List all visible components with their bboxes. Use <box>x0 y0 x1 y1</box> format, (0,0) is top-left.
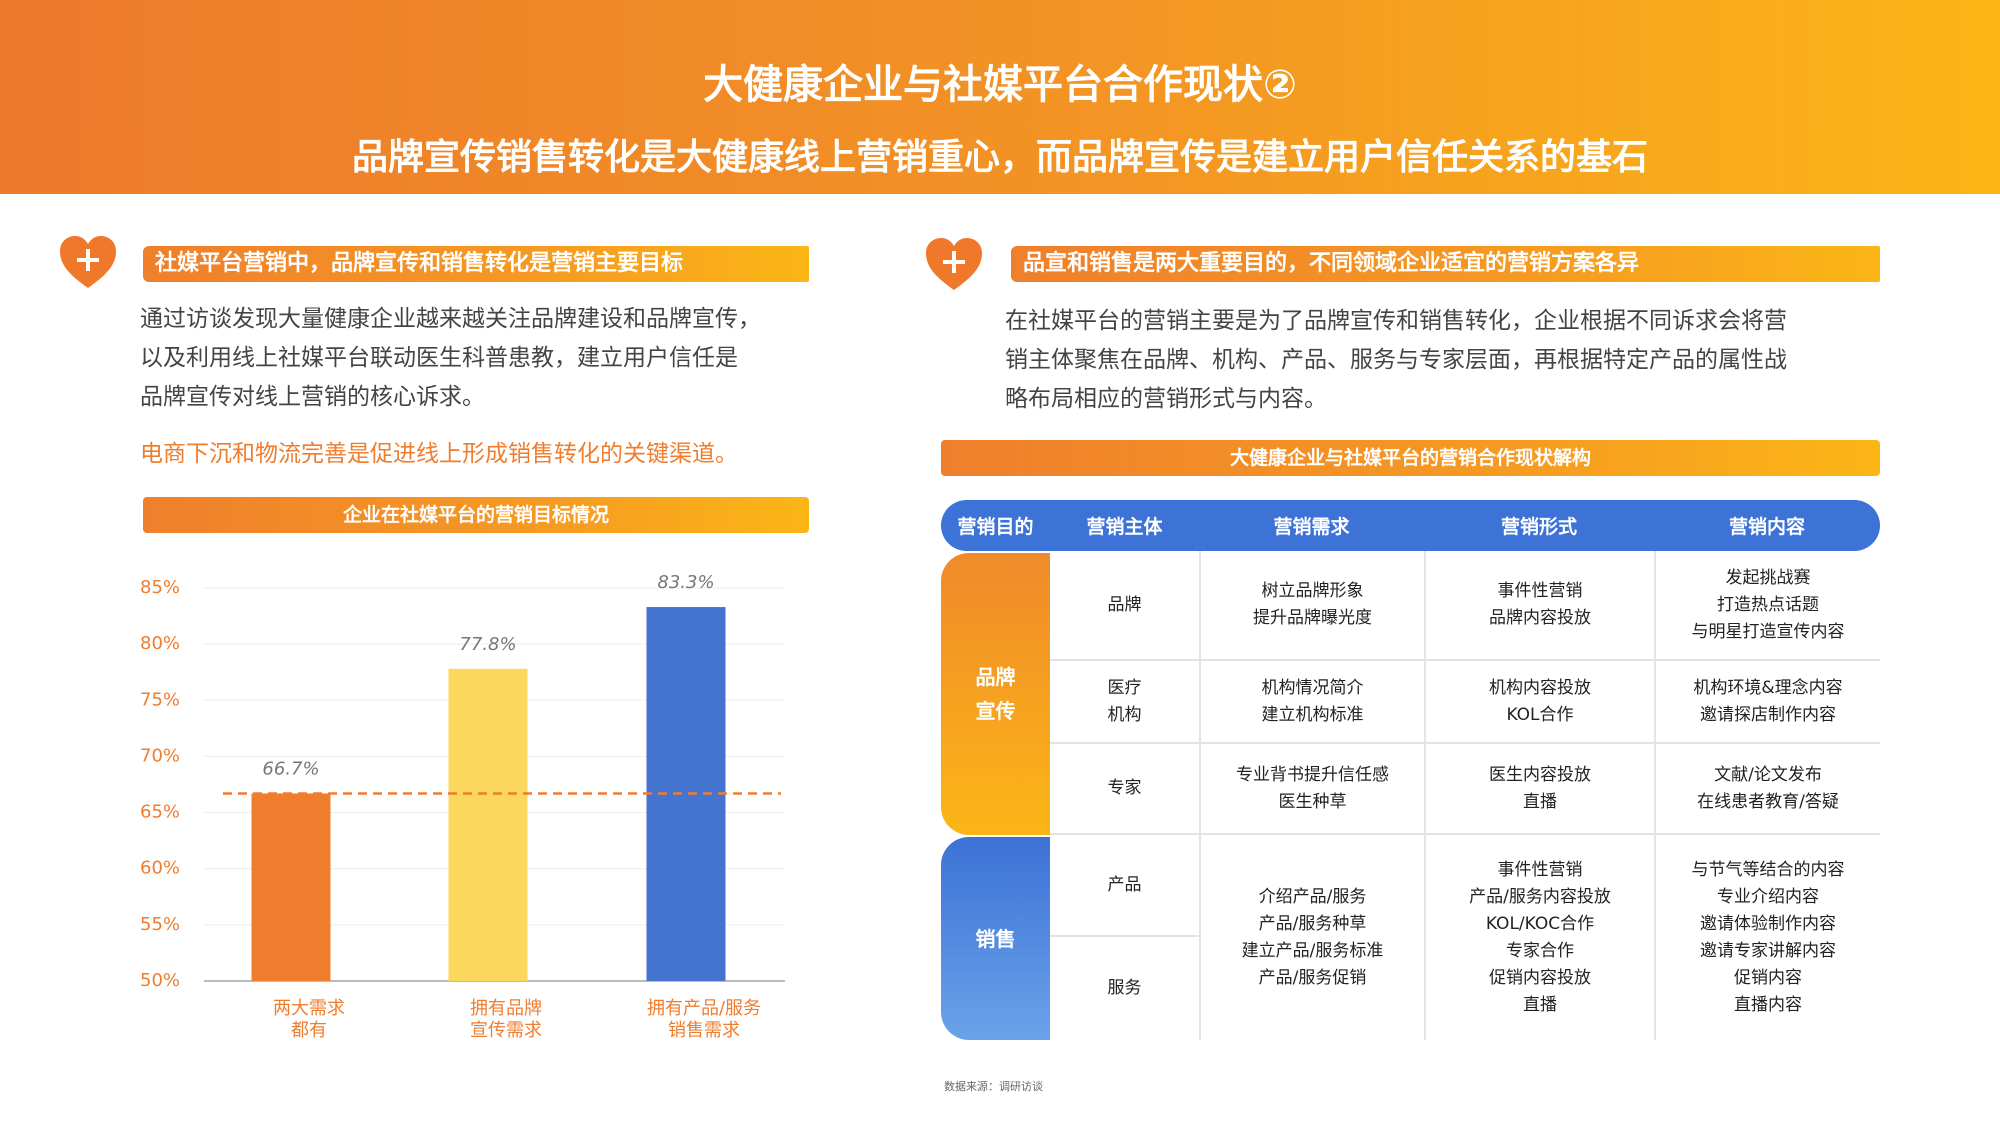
x-tick-label: 拥有品牌宣传需求 <box>470 998 542 1041</box>
heart-icon <box>60 236 116 288</box>
purpose-cell: 品牌 宣传 <box>941 553 1050 835</box>
table-cell: 机构环境&理念内容 邀请探店制作内容 <box>1654 661 1880 744</box>
purpose-cell: 销售 <box>941 837 1050 1040</box>
page-subtitle: 品牌宣传销售转化是大健康线上营销重心，而品牌宣传是建立用户信任关系的基石 <box>351 137 1648 178</box>
y-tick-label: 65% <box>140 802 180 823</box>
y-tick-label: 70% <box>140 745 180 766</box>
x-tick-label: 拥有产品/服务销售需求 <box>647 998 761 1041</box>
table: 营销目的 营销主体 营销需求 营销形式 营销内容 品牌 宣传 品牌 树立品牌形象… <box>941 500 1880 1040</box>
source-note: 数据来源：调研访谈 <box>944 1080 1043 1093</box>
table-title: 大健康企业与社媒平台的营销合作现状解构 <box>941 440 1880 476</box>
x-tick-label: 两大需求都有 <box>273 998 345 1041</box>
table-cell: 事件性营销 品牌内容投放 <box>1424 551 1654 661</box>
table-cell: 产品 <box>1050 835 1199 937</box>
chart: 50% 55% 60% 65% 70% 75% 80% 85% 66.7% 两大需求都有 77.8%… <box>140 572 785 1041</box>
bar <box>448 668 528 981</box>
table-cell: 树立品牌形象 提升品牌曝光度 <box>1199 551 1424 661</box>
table-cell: 机构内容投放 KOL合作 <box>1424 661 1654 744</box>
section-heading: 品宣和销售是两大重要目的，不同领域企业适宜的营销方案各异 <box>1011 246 1880 282</box>
value-label: 83.3% <box>657 572 714 593</box>
table-cell: 专业背书提升信任感 医生种草 <box>1199 744 1424 835</box>
value-label: 77.8% <box>459 634 516 655</box>
section-paragraph: 通过访谈发现大量健康企业越来越关注品牌建设和品牌宣传， 以及利用线上社媒平台联动… <box>140 306 761 410</box>
table-cell: 机构情况简介 建立机构标准 <box>1199 661 1424 744</box>
table-cell: 专家 <box>1050 744 1199 835</box>
y-tick-label: 55% <box>140 914 180 935</box>
table-cell: 介绍产品/服务 产品/服务种草 建立产品/服务标准 产品/服务促销 <box>1199 835 1424 1040</box>
heart-icon <box>926 238 982 290</box>
table-cell: 发起挑战赛 打造热点话题 与明星打造宣传内容 <box>1654 551 1880 661</box>
table-header: 营销需求 <box>1199 500 1424 551</box>
chart-title: 企业在社媒平台的营销目标情况 <box>143 497 809 533</box>
table-cell: 事件性营销 产品/服务内容投放 KOL/KOC合作 专家合作 促销内容投放 直播 <box>1424 835 1654 1040</box>
y-tick-label: 85% <box>140 577 180 598</box>
y-tick-label: 60% <box>140 858 180 879</box>
highlight-text: 电商下沉和物流完善是促进线上形成销售转化的关键渠道。 <box>140 441 738 467</box>
table-header: 营销形式 <box>1424 500 1654 551</box>
table-header: 营销主体 <box>1050 500 1199 551</box>
table-header: 营销目的 <box>941 500 1050 551</box>
table-cell: 品牌 <box>1050 551 1199 661</box>
table-cell: 医生内容投放 直播 <box>1424 744 1654 835</box>
bar <box>251 793 331 981</box>
table-cell: 文献/论文发布 在线患者教育/答疑 <box>1654 744 1880 835</box>
y-tick-label: 75% <box>140 689 180 710</box>
y-tick-label: 50% <box>140 970 180 991</box>
section-heading: 社媒平台营销中，品牌宣传和销售转化是营销主要目标 <box>143 246 809 282</box>
table-cell: 与节气等结合的内容 专业介绍内容 邀请体验制作内容 邀请专家讲解内容 促销内容 … <box>1654 835 1880 1040</box>
page-title: 大健康企业与社媒平台合作现状② <box>703 62 1297 108</box>
section-paragraph: 在社媒平台的营销主要是为了品牌宣传和销售转化，企业根据不同诉求会将营 销主体聚焦… <box>1005 308 1787 412</box>
table-cell: 服务 <box>1107 978 1142 998</box>
table-cell: 医疗 机构 <box>1050 661 1199 744</box>
value-label: 66.7% <box>262 758 319 779</box>
table-header: 营销内容 <box>1654 500 1880 551</box>
header-banner: 大健康企业与社媒平台合作现状② 品牌宣传销售转化是大健康线上营销重心，而品牌宣传… <box>0 0 2000 194</box>
y-tick-label: 80% <box>140 633 180 654</box>
